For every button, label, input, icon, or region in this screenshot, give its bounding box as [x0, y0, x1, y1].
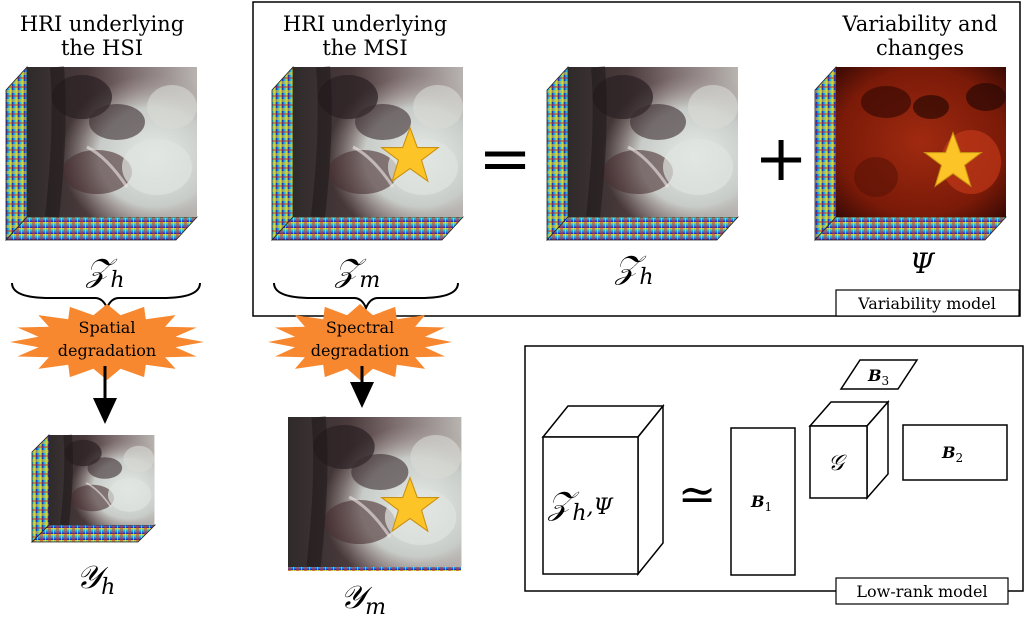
core-tensor-cube	[808, 400, 890, 500]
lowrank-model-label: Low-rank model	[856, 582, 987, 601]
hsi-hri-cube	[5, 67, 197, 242]
y-h-label: 𝒴h	[76, 558, 115, 600]
b1-label: B1	[750, 492, 772, 514]
spatial-degradation-line1: Spatial	[79, 318, 136, 337]
b2-label: B2	[941, 443, 963, 465]
z-h-label-repeat: 𝒵h	[614, 248, 654, 290]
spectral-degradation-line1: Spectral	[326, 318, 394, 337]
hri-msi-title-line1: HRI underlying	[283, 12, 447, 36]
hri-hsi-title-line2: the HSI	[61, 36, 143, 60]
spatial-degradation-burst: Spatial degradation	[10, 304, 204, 380]
hri-hsi-title-line1: HRI underlying	[20, 12, 184, 36]
b1-factor	[730, 427, 796, 576]
msi-hri-cube	[271, 67, 463, 242]
approx-sign: ≃	[678, 467, 717, 521]
variability-model-tag	[835, 289, 1020, 317]
variability-cube	[814, 65, 1007, 242]
psi-label: Ψ	[910, 247, 936, 280]
tensor-cube	[541, 403, 665, 577]
ym-image	[288, 417, 461, 571]
arrow-down-middle	[350, 366, 374, 408]
variability-model-box	[252, 1, 1021, 317]
brace-middle	[273, 282, 459, 311]
hri-cube-repeat	[546, 67, 738, 242]
z-h-label: 𝒵h	[85, 251, 125, 293]
spectral-degradation-line2: degradation	[311, 341, 409, 360]
variability-title-line1: Variability and	[841, 12, 997, 36]
y-m-label: 𝒴m	[340, 578, 386, 620]
spatial-degradation-line2: degradation	[58, 341, 156, 360]
z-m-label: 𝒵m	[334, 251, 380, 293]
variability-title-line2: changes	[876, 36, 964, 60]
yh-cube	[31, 435, 155, 543]
plus-sign: +	[754, 122, 808, 196]
arrow-down-left	[93, 366, 117, 424]
lowrank-model-box	[524, 345, 1024, 592]
b3-factor	[839, 359, 919, 390]
variability-model-label: Variability model	[857, 294, 996, 313]
equals-sign: =	[478, 122, 532, 196]
spectral-degradation-burst: Spectral degradation	[268, 304, 452, 380]
b2-factor	[902, 424, 1008, 481]
lowrank-model-tag	[835, 577, 1009, 605]
g-label: 𝒢	[828, 451, 847, 476]
hri-msi-title-line2: the MSI	[322, 36, 407, 60]
b3-label: B3	[867, 366, 889, 388]
